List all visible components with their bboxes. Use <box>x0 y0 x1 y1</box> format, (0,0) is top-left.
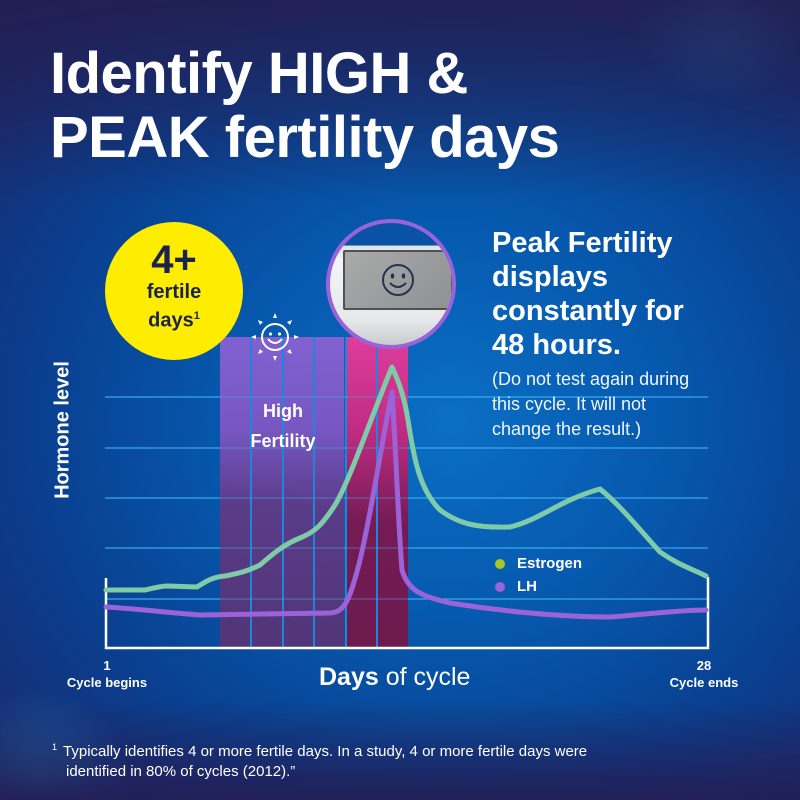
fertile-days-badge: 4+ fertile days1 <box>105 222 243 360</box>
legend-label: Estrogen <box>517 555 583 572</box>
footnote: 1 Typically identifies 4 or more fertile … <box>52 737 752 782</box>
x-tick-end-number: 28 <box>696 658 712 673</box>
badge-line-1: fertile <box>146 281 202 303</box>
test-display-lens <box>326 219 456 349</box>
peak-heading-line: Peak Fertility <box>492 227 673 259</box>
badge-footnote-marker: 1 <box>193 310 200 322</box>
x-axis-label-bold: Days <box>319 663 379 691</box>
badge-line-2-wrap: days1 <box>105 304 243 333</box>
lh-curve <box>103 389 709 620</box>
peak-fertility-note: (Do not test again during this cycle. It… <box>492 367 742 442</box>
axis-frame <box>104 577 710 650</box>
chart-legend: Estrogen LH <box>495 552 582 598</box>
x-tick-end-label: Cycle ends <box>669 675 739 690</box>
peak-fertility-heading: Peak Fertility displays constantly for 4… <box>492 226 752 362</box>
badge-number: 4+ <box>151 238 197 282</box>
peak-heading-line: displays <box>492 261 609 293</box>
high-label-line-2: Fertility <box>250 431 316 451</box>
peak-note-line: (Do not test again during <box>492 369 690 389</box>
title-line-2: PEAK fertility days <box>50 105 560 170</box>
sun-smiley-icon <box>251 313 299 361</box>
x-axis-label-rest: of cycle <box>378 663 471 691</box>
footnote-marker: 1 <box>52 742 58 752</box>
badge-line-2: days <box>148 309 194 332</box>
footnote-line-1: Typically identifies 4 or more fertile d… <box>63 743 588 760</box>
legend-dot-icon <box>495 558 505 569</box>
high-label-line-1: High <box>263 401 303 421</box>
estrogen-curve <box>103 364 709 593</box>
peak-note-line: this cycle. It will not <box>492 394 647 414</box>
peak-heading-line: 48 hours. <box>492 329 621 361</box>
test-display-screen <box>343 250 452 310</box>
footnote-line-2: identified in 80% of cycles (2012).” <box>66 763 296 780</box>
high-fertility-label: High Fertility <box>238 396 328 456</box>
y-axis-label: Hormone level <box>51 361 74 499</box>
legend-item-estrogen: Estrogen <box>495 552 582 575</box>
x-tick-end: 28 Cycle ends <box>660 657 748 691</box>
header-shade <box>0 0 800 200</box>
x-tick-start: 1 Cycle begins <box>58 657 156 691</box>
footer-shade <box>0 700 800 800</box>
x-tick-start-label: Cycle begins <box>66 675 148 690</box>
peak-heading-line: constantly for <box>492 295 684 327</box>
legend-dot-icon <box>495 581 505 592</box>
legend-label: LH <box>517 578 537 595</box>
x-tick-start-number: 1 <box>103 658 111 673</box>
x-axis-label: Days of cycle <box>319 663 470 692</box>
title-line-1: Identify HIGH & <box>50 41 468 106</box>
smiley-face-icon <box>382 264 414 296</box>
peak-note-line: change the result.) <box>492 419 642 439</box>
page-title: Identify HIGH & PEAK fertility days <box>50 41 560 170</box>
legend-item-lh: LH <box>495 575 582 598</box>
